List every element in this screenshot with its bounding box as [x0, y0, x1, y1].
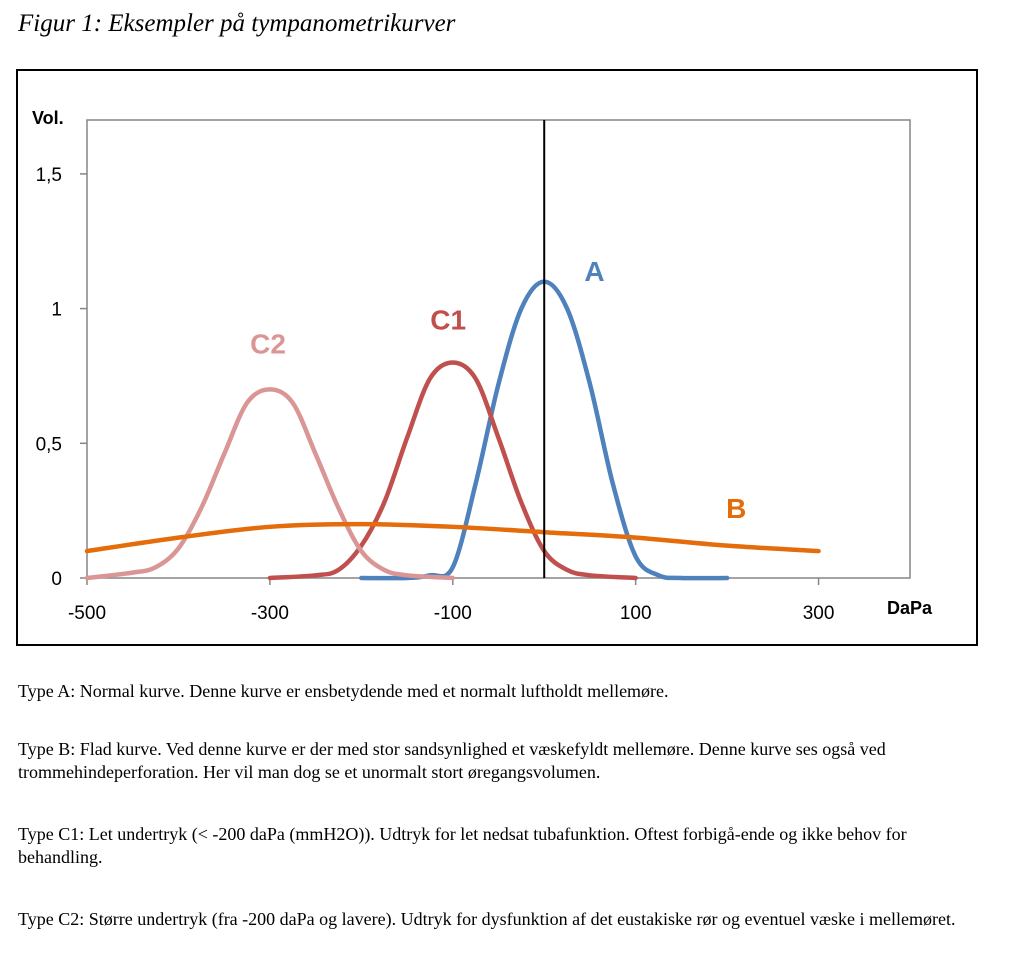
y-tick-label: 0	[51, 569, 62, 590]
paragraph-type-c2: Type C2: Større undertryk (fra -200 daPa…	[18, 909, 956, 929]
series-line-c2	[84, 387, 456, 581]
series-label-a: A	[584, 256, 604, 287]
series-line-c1	[267, 360, 638, 581]
tympanometry-chart: 0 0,5 1 1,5 -500 -300 -100 100 300 Vol. DaPa A C…	[16, 69, 978, 646]
paragraph-type-c1: Type C1: Let undertryk (< -200 daPa (mmH…	[18, 824, 907, 867]
series-label-c2: C2	[250, 329, 286, 360]
series-label-b: B	[726, 493, 746, 524]
y-axis-label: Vol.	[32, 108, 64, 128]
y-tick-label: 0,5	[36, 434, 62, 455]
x-tick-label: 300	[803, 603, 835, 624]
series-label-c1: C1	[430, 304, 466, 335]
x-tick-label: -100	[434, 603, 472, 624]
plot-area	[86, 119, 911, 579]
x-tick-label: -300	[251, 603, 289, 624]
figure-title: Figur 1: Eksempler på tympanometrikurver	[18, 10, 456, 37]
paragraph-type-b: Type B: Flad kurve. Ved denne kurve er d…	[18, 739, 886, 782]
paragraph-type-a: Type A: Normal kurve. Denne kurve er ens…	[18, 681, 669, 701]
x-tick-label: 100	[620, 603, 652, 624]
y-tick-label: 1	[51, 300, 62, 321]
x-tick-label: -500	[68, 603, 106, 624]
chart-frame	[16, 69, 978, 646]
series-line-b	[84, 521, 821, 554]
y-tick-label: 1,5	[36, 165, 62, 186]
x-axis-label: DaPa	[887, 598, 933, 618]
